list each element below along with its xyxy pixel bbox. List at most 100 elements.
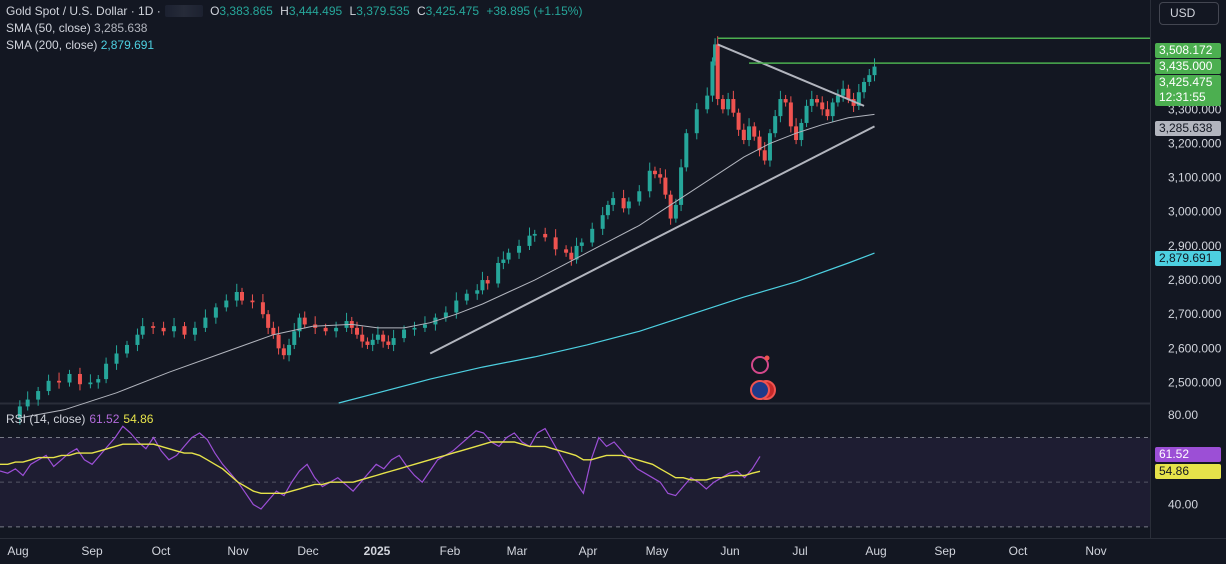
candle-body — [809, 99, 814, 106]
candle-body — [370, 339, 375, 345]
candle-body — [135, 334, 140, 345]
candle-body — [543, 233, 548, 238]
candle-body — [287, 344, 292, 356]
candle-body — [626, 201, 631, 209]
us-flag-event-icon — [750, 380, 770, 400]
rsi-ma-value: 54.86 — [123, 412, 154, 426]
candle-body — [830, 102, 835, 117]
candle-body — [600, 215, 605, 229]
candle-body — [658, 174, 663, 178]
candle-body — [203, 317, 208, 328]
candle-body — [266, 314, 271, 328]
low-label: L — [349, 4, 357, 18]
candle-body — [710, 61, 715, 96]
rsi-badge: 61.52 — [1155, 447, 1221, 462]
candle-body — [161, 327, 166, 332]
time-tick-label: Apr — [579, 544, 598, 558]
rsi-legend[interactable]: RSI (14, close) 61.52 54.86 — [6, 411, 153, 427]
candle-body — [240, 292, 244, 301]
candle-body — [234, 292, 239, 301]
candle-body — [726, 99, 731, 110]
candle-body — [334, 327, 339, 332]
rsi-value: 61.52 — [89, 412, 120, 426]
sma200-badge: 2,879.691 — [1155, 251, 1221, 266]
candle-body — [391, 338, 396, 345]
candle-body — [224, 300, 229, 308]
candle-body — [579, 242, 584, 246]
symbol-title[interactable]: Gold Spot / U.S. Dollar · 1D · — [6, 4, 161, 18]
time-tick-label: Mar — [507, 544, 528, 558]
candle-body — [856, 92, 861, 106]
candle-body — [741, 129, 746, 141]
last-price-value: 3,425.475 — [1159, 75, 1213, 89]
candle-body — [783, 99, 788, 103]
candle-body — [77, 373, 82, 385]
price-tick-label: 2,700.000 — [1168, 307, 1222, 321]
candle-body — [125, 344, 129, 354]
last-price-badge: 3,425.475 12:31:55 — [1155, 75, 1221, 106]
candle-body — [355, 327, 359, 335]
candle-body — [564, 249, 569, 253]
rsi-tick-label: 80.00 — [1168, 408, 1198, 422]
candle-body — [527, 235, 532, 246]
flash-event-icon — [751, 356, 769, 374]
candle-body — [88, 382, 93, 385]
currency-button[interactable]: USD — [1159, 2, 1219, 25]
candle-body — [213, 307, 218, 318]
candle-body — [778, 99, 783, 117]
candle-body — [36, 391, 41, 400]
time-tick-label: Jun — [720, 544, 739, 558]
ohlc-values: O3,383.865 H3,444.495 L3,379.535 C3,425.… — [210, 4, 586, 18]
high-label: H — [280, 4, 289, 18]
candle-body — [762, 150, 767, 161]
sma50-value: 3,285.638 — [94, 21, 148, 35]
candle-body — [250, 300, 255, 303]
price-tick-label: 2,800.000 — [1168, 273, 1222, 287]
candle-body — [668, 194, 673, 219]
sma200-label: SMA (200, close) — [6, 38, 98, 52]
high-value: 3,444.495 — [288, 4, 343, 18]
candle-body — [804, 105, 809, 123]
legend-symbol-row: Gold Spot / U.S. Dollar · 1D · O3,383.86… — [6, 3, 586, 20]
candle-body — [694, 109, 699, 134]
legend-sma50-row[interactable]: SMA (50, close) 3,285.638 — [6, 20, 586, 37]
candle-body — [454, 300, 459, 313]
candle-body — [276, 334, 281, 349]
candle-body — [715, 44, 720, 100]
time-tick-label: Nov — [227, 544, 248, 558]
sma200-line — [338, 252, 875, 404]
candle-body — [652, 170, 657, 175]
low-value: 3,379.535 — [356, 4, 410, 18]
candle-body — [96, 379, 101, 383]
legend-sma200-row[interactable]: SMA (200, close) 2,879.691 — [6, 37, 586, 54]
rsi-band-fill — [0, 437, 1150, 527]
candle-body — [605, 204, 610, 216]
candle-body — [422, 324, 427, 328]
candle-body — [705, 95, 710, 110]
candle-body — [281, 348, 286, 356]
candle-body — [412, 327, 417, 330]
price-tick-label: 2,500.000 — [1168, 376, 1222, 390]
candle-body — [375, 334, 380, 340]
candle-body — [532, 233, 537, 236]
sma200-value: 2,879.691 — [100, 38, 155, 52]
candle-body — [67, 373, 72, 383]
candle-body — [684, 133, 689, 168]
candle-body — [297, 317, 302, 332]
candle-body — [713, 44, 718, 62]
candle-body — [569, 252, 574, 260]
rsi-line — [0, 425, 761, 510]
candle-body — [17, 406, 22, 419]
time-tick-label: 2025 — [364, 544, 391, 558]
candle-body — [820, 102, 825, 110]
candle-body — [480, 280, 485, 291]
candle-body — [846, 88, 851, 100]
candle-body — [663, 177, 668, 195]
candle-body — [757, 136, 762, 151]
candle-body — [464, 293, 469, 301]
candle-body — [323, 327, 328, 332]
blurred-info — [164, 5, 203, 17]
price-tick-label: 3,100.000 — [1168, 171, 1222, 185]
